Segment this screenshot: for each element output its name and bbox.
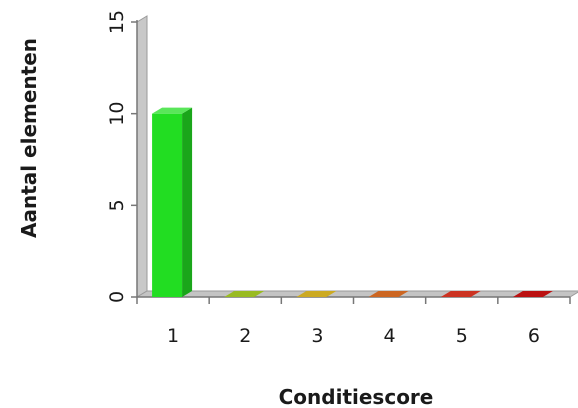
bar-top	[368, 291, 409, 297]
bar	[152, 107, 193, 298]
bar	[440, 291, 481, 297]
bar-top	[152, 107, 193, 114]
y-tick-label: 15	[106, 10, 128, 34]
x-tick-label: 6	[528, 325, 540, 347]
floor	[135, 290, 578, 298]
bar-side	[182, 107, 193, 298]
y-tick-label: 5	[106, 199, 128, 211]
bar-top	[224, 291, 265, 297]
x-tick-label: 3	[311, 325, 323, 347]
x-tick-label: 5	[456, 325, 468, 347]
bar-top	[440, 291, 481, 297]
bar	[224, 291, 265, 297]
side-wall	[136, 15, 148, 298]
y-tick-labels: 0 5 10 15	[106, 10, 128, 303]
x-tick-labels: 1 2 3 4 5 6	[167, 325, 540, 347]
bar	[512, 291, 553, 297]
x-tick-label: 4	[384, 325, 396, 347]
bar-top	[512, 291, 553, 297]
bar-front	[152, 113, 183, 298]
bars-group	[152, 107, 553, 298]
bar	[368, 291, 409, 297]
x-tick-label: 1	[167, 325, 179, 347]
y-axis-title: Aantal elementen	[17, 38, 41, 238]
chart-walls	[131, 15, 578, 304]
bar	[296, 291, 337, 297]
x-tick-label: 2	[239, 325, 251, 347]
x-axis-title: Conditiescore	[279, 385, 434, 408]
bar-top	[296, 291, 337, 297]
y-tick-label: 0	[106, 291, 128, 303]
y-tick-label: 10	[106, 102, 128, 126]
